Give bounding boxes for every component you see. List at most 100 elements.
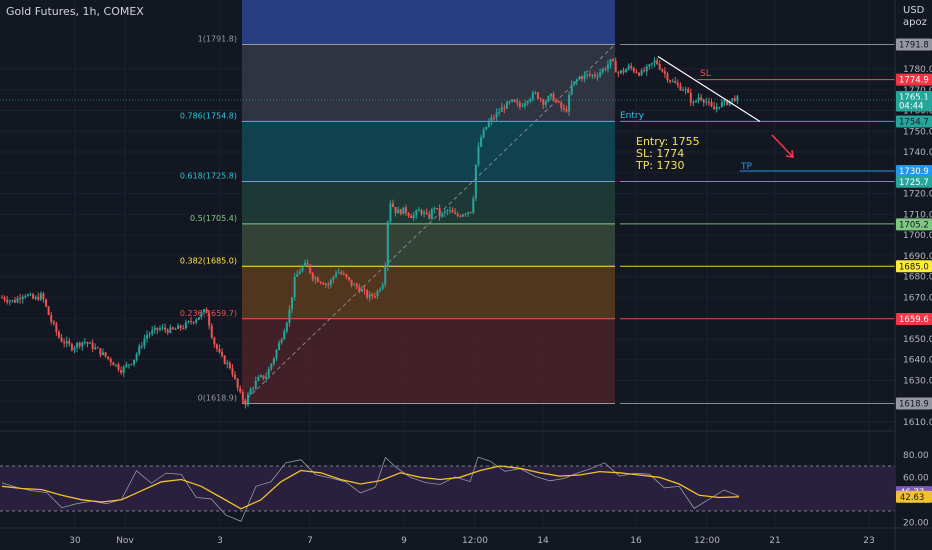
candle-body <box>549 93 552 97</box>
candle-body <box>112 362 115 366</box>
time-tick: 7 <box>307 536 313 546</box>
candle-body <box>454 212 457 214</box>
candle-body <box>120 369 123 373</box>
candle-body <box>526 101 529 104</box>
candle-body <box>65 340 68 344</box>
candle-body <box>99 348 102 355</box>
candle-body <box>389 203 392 222</box>
candle-body <box>202 309 205 313</box>
candle-body <box>327 283 330 285</box>
candle-body <box>622 70 625 73</box>
candle-body <box>666 73 669 81</box>
price-badge-label: 1659.6 <box>899 315 929 325</box>
candle-body <box>347 277 350 280</box>
candle-body <box>215 344 218 349</box>
candle-body <box>446 210 449 212</box>
currency-label: USD <box>903 5 925 16</box>
fib-zone <box>242 223 615 267</box>
candle-body <box>161 327 164 329</box>
candle-body <box>425 212 428 214</box>
candle-body <box>104 352 107 357</box>
time-tick: 23 <box>863 536 874 546</box>
price-badge-label: 1725.7 <box>899 178 929 188</box>
candle-body <box>441 213 444 217</box>
candle-body <box>190 321 193 323</box>
candle-body <box>570 84 573 95</box>
candle-body <box>45 299 48 307</box>
candle-body <box>16 298 19 303</box>
tp-label: TP <box>740 162 752 172</box>
price-tick: 1750.0 <box>903 127 932 137</box>
candle-body <box>480 137 483 147</box>
candle-body <box>578 77 581 80</box>
candle-body <box>614 61 617 73</box>
candle-body <box>329 279 332 285</box>
candle-body <box>335 273 338 277</box>
candle-body <box>70 344 73 351</box>
price-badge-label: 1774.9 <box>899 76 929 86</box>
candle-body <box>246 394 249 405</box>
candlesticks <box>1 57 739 409</box>
candle-body <box>511 99 514 102</box>
candle-body <box>301 266 304 272</box>
candle-body <box>83 342 86 344</box>
candle-body <box>684 89 687 91</box>
candle-body <box>239 388 242 393</box>
candle-body <box>547 96 550 102</box>
candle-body <box>373 295 376 297</box>
candle-body <box>524 103 527 107</box>
candle-body <box>192 322 195 324</box>
candle-body <box>68 340 71 345</box>
candle-body <box>355 284 358 288</box>
price-axis[interactable]: 1610.01620.01630.01640.01650.01660.01670… <box>896 38 932 428</box>
candle-body <box>89 342 92 344</box>
candle-body <box>231 368 234 375</box>
candle-body <box>366 290 369 298</box>
price-badge <box>896 99 932 112</box>
candle-body <box>195 319 198 323</box>
candle-body <box>723 100 726 102</box>
fib-retracement[interactable]: 1(1791.8) 0.786(1754.8) 0.618(1725.8) 0.5(1… <box>180 0 895 405</box>
candle-body <box>404 207 407 214</box>
fib-level-label: 0.236(1659.7) <box>180 309 237 318</box>
candle-body <box>265 376 268 379</box>
price-badge-label: 1685.0 <box>899 262 929 272</box>
candle-body <box>542 99 545 105</box>
candle-body <box>397 209 400 214</box>
candle-body <box>73 347 76 351</box>
rsi-tick: 80.00 <box>903 451 929 461</box>
price-badge-label: 1791.8 <box>899 40 929 50</box>
candle-body <box>521 106 524 108</box>
price-badge-label: 1730.9 <box>899 167 929 177</box>
candle-body <box>324 283 327 285</box>
candle-body <box>700 97 703 100</box>
candle-body <box>384 266 387 285</box>
trade-drawings[interactable] <box>0 56 895 172</box>
candle-body <box>710 102 713 107</box>
candle-body <box>467 212 470 214</box>
candle-body <box>236 378 239 389</box>
candle-body <box>518 102 521 107</box>
candle-body <box>638 72 641 76</box>
candle-body <box>218 348 221 352</box>
candle-body <box>306 262 309 265</box>
candle-body <box>531 92 534 100</box>
candle-body <box>309 264 312 273</box>
candle-body <box>78 342 81 347</box>
candle-body <box>653 60 656 64</box>
candle-body <box>436 207 439 209</box>
candle-body <box>228 362 231 369</box>
candle-body <box>596 76 599 78</box>
candle-body <box>179 325 182 329</box>
price-badge-label: 1705.2 <box>899 220 929 230</box>
candle-body <box>433 207 436 210</box>
candle-body <box>332 276 335 280</box>
candle-body <box>591 74 594 76</box>
candle-body <box>702 99 705 103</box>
candle-body <box>420 210 423 214</box>
fib-level-label: 0.786(1754.8) <box>180 111 237 120</box>
time-tick: 12:00 <box>694 536 720 546</box>
candle-body <box>443 211 446 214</box>
